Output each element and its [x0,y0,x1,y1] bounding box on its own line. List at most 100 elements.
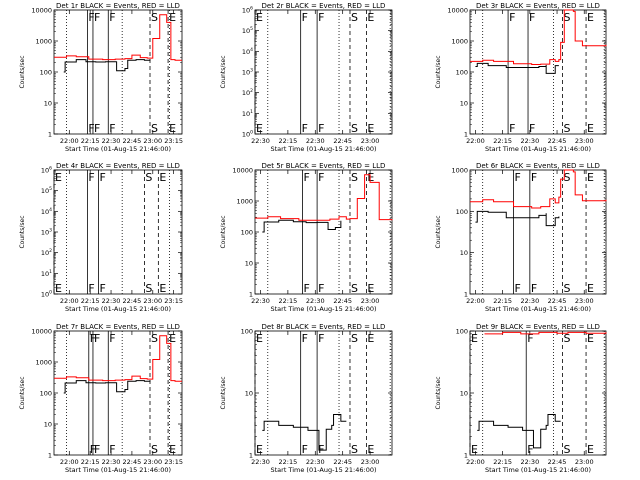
marker-label-s: S [563,282,570,295]
y-tick-label: 10 [460,390,468,398]
x-tick-label: 22:30 [102,137,121,145]
marker-label-s: S [351,282,358,295]
marker-label-f: F [302,332,308,345]
y-tick-label: 103 [242,68,253,77]
x-tick-label: 22:45 [333,458,352,466]
marker-label-f: F [88,171,94,184]
y-tick-label: 102 [242,88,253,97]
marker-label-e: E [159,282,166,295]
marker-label-f: F [100,282,106,295]
series-lld-line [470,9,607,65]
y-tick-label: 100 [456,208,468,216]
marker-label-s: S [151,122,158,135]
x-tick-label: 23:00 [361,297,380,305]
x-tick-label: 22:15 [493,137,512,145]
plot-frame [254,330,393,456]
x-tick-label: 23:00 [143,297,162,305]
y-axis-label: Counts/sec [220,376,227,409]
x-tick-label: 23:00 [361,137,380,145]
marker-label-e: E [471,332,478,345]
panel-title: Det 7r BLACK = Events, RED = LLD [56,323,180,331]
y-tick-label: 100 [40,69,52,77]
y-tick-label: 10 [245,260,253,268]
y-axis-label: Counts/sec [435,376,442,409]
y-axis-label: Counts/sec [220,55,227,88]
y-tick-label: 105 [41,186,52,195]
x-tick-label: 22:30 [306,137,325,145]
marker-label-f: F [529,11,535,24]
marker-label-s: S [151,443,158,456]
x-tick-label: 22:30 [102,458,121,466]
series-events-line [262,414,347,451]
x-tick-label: 22:15 [81,297,100,305]
plot-frame [53,9,183,135]
marker-label-e: E [367,443,374,456]
marker-label-f: F [302,443,308,456]
marker-label-f: F [109,332,115,345]
x-tick-label: 22:00 [466,297,485,305]
x-tick-label: 22:45 [123,137,142,145]
y-tick-label: 100 [241,229,253,237]
y-tick-label: 1000 [236,198,253,206]
marker-label-e: E [587,332,594,345]
plot-frame [469,330,607,456]
panel-det-6: Det 6r BLACK = Events, RED = LLD 1 10 100 10… [435,162,607,313]
marker-label-s: S [145,171,152,184]
marker-label-f: F [318,11,324,24]
marker-label-e: E [587,122,594,135]
marker-label-s: S [151,332,158,345]
x-tick-label: 22:30 [520,458,539,466]
marker-label-e: E [55,171,62,184]
marker-label-e: E [367,171,374,184]
panel-det-5: Det 5r BLACK = Events, RED = LLD 1 10 100 10… [220,162,393,313]
panel-det-8: Det 8r BLACK = Events, RED = LLD 1 10 100 22… [220,323,393,474]
plot-frame [254,9,393,135]
x-tick-label: 22:45 [123,458,142,466]
x-tick-label: 22:45 [548,297,567,305]
x-axis-label: Start Time (01-Aug-15 21:46:00) [65,466,171,474]
x-tick-label: 22:30 [520,137,539,145]
plot-frame [53,169,183,295]
marker-label-f: F [109,443,115,456]
x-tick-label: 22:30 [251,137,270,145]
marker-label-e: E [471,443,478,456]
series-events-line [477,414,561,449]
marker-label-f: F [94,443,100,456]
y-tick-label: 1 [249,291,253,299]
x-tick-label: 22:30 [306,458,325,466]
marker-label-f: F [527,443,533,456]
x-axis-label: Start Time (01-Aug-15 21:46:00) [270,466,376,474]
x-tick-label: 22:30 [102,297,121,305]
marker-label-e: E [169,11,176,24]
y-tick-label: 104 [242,47,253,56]
marker-label-e: E [256,122,263,135]
y-tick-label: 10000 [447,7,468,15]
x-axis-label: Start Time (01-Aug-15 21:46:00) [65,145,171,153]
marker-label-f: F [109,122,115,135]
marker-label-f: F [303,282,309,295]
y-tick-label: 103 [41,228,52,237]
y-tick-label: 1000 [451,38,468,46]
y-tick-label: 100 [456,69,468,77]
panel-title: Det 3r BLACK = Events, RED = LLD [476,2,600,10]
series-events-line [475,210,560,227]
plot-frame [469,9,607,135]
y-tick-label: 1 [249,452,253,460]
y-tick-label: 102 [41,248,52,257]
y-tick-label: 101 [41,269,52,278]
marker-label-s: S [351,443,358,456]
marker-label-f: F [88,122,94,135]
y-tick-label: 10000 [31,7,52,15]
x-tick-label: 22:00 [60,137,79,145]
panel-det-9: Det 9r BLACK = Events, RED = LLD 1 10 100 22… [435,323,607,474]
y-tick-label: 1 [48,452,52,460]
series-events-line [262,219,342,233]
marker-label-f: F [515,171,521,184]
marker-label-f: F [94,11,100,24]
marker-label-e: E [55,282,62,295]
marker-label-e: E [256,332,263,345]
series-lld-line [470,169,607,209]
marker-label-f: F [302,11,308,24]
y-tick-label: 1 [48,131,52,139]
x-tick-label: 22:00 [466,458,485,466]
